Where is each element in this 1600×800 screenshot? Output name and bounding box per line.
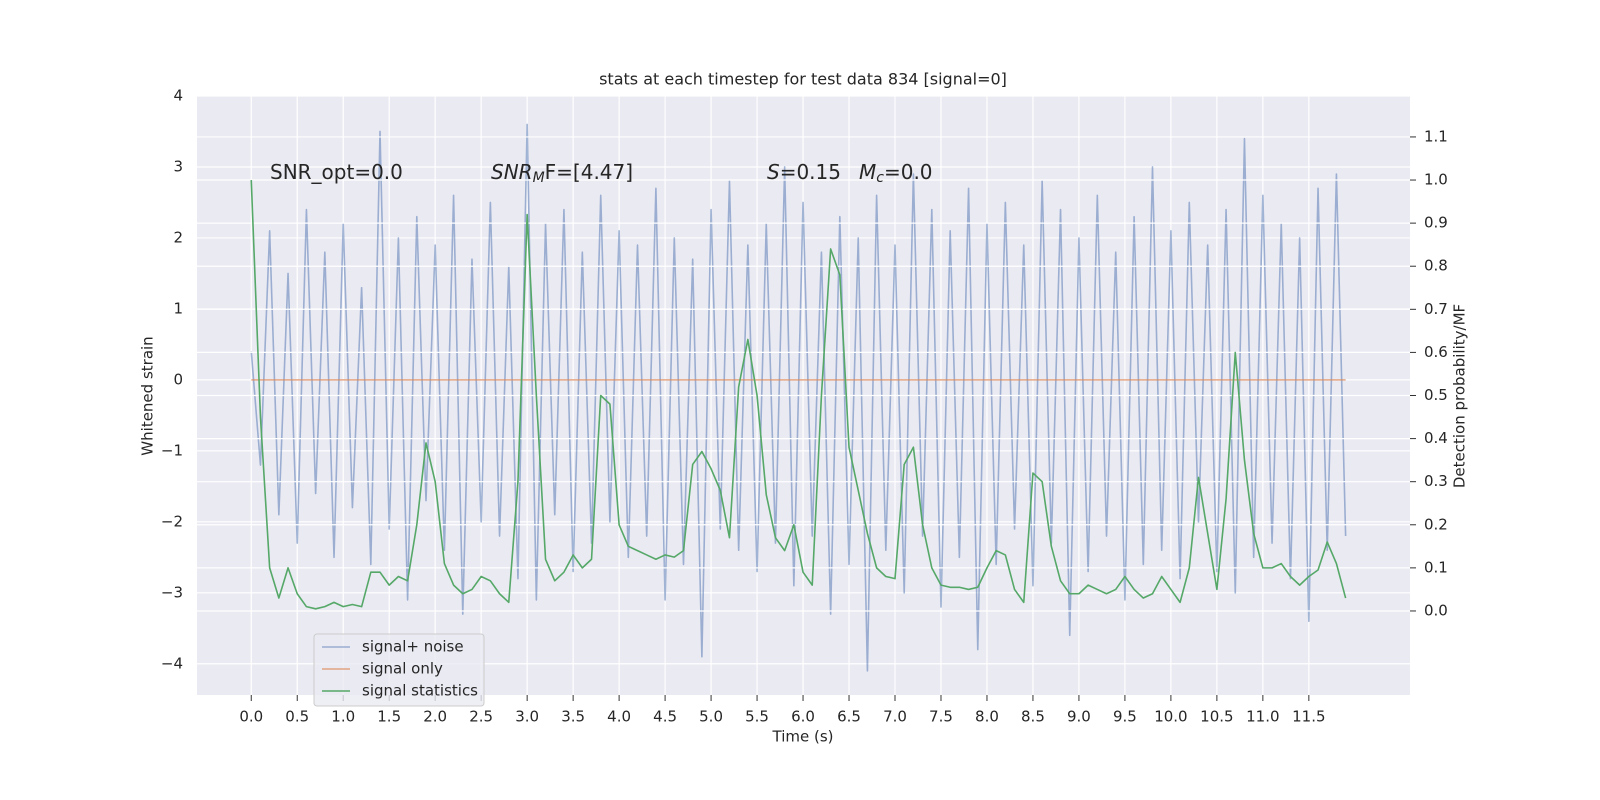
x-tick-label: 6.5 — [837, 708, 861, 726]
annotation-part: S — [767, 160, 780, 184]
annotation-part: c — [876, 170, 884, 186]
y2-tick-label: 1.1 — [1424, 127, 1448, 145]
annotation-part: M — [533, 170, 545, 186]
x-tick-label: 2.5 — [469, 708, 493, 726]
x-tick-label: 0.5 — [285, 708, 309, 726]
legend-label: signal statistics — [362, 682, 478, 700]
series-line — [250, 180, 1347, 610]
y-tick-label: −2 — [161, 512, 183, 530]
x-tick-label: 0.0 — [239, 708, 263, 726]
x-tick-label: 10.0 — [1154, 708, 1187, 726]
annotation-part: =0.15 — [780, 160, 841, 184]
x-tick-label: 1.0 — [331, 708, 355, 726]
y-axis-label: Whitened strain — [139, 336, 157, 455]
x-tick-label: 3.5 — [561, 708, 585, 726]
annotation: SNRMF=[4.47] — [491, 160, 633, 187]
legend-label: signal+ noise — [362, 638, 464, 656]
legend-label: signal only — [362, 660, 443, 678]
y2-tick-label: 0.6 — [1424, 343, 1448, 361]
x-tick-label: 10.5 — [1200, 708, 1233, 726]
y2-tick-label: 0.3 — [1424, 472, 1448, 490]
chart-title: stats at each timestep for test data 834… — [599, 70, 1007, 89]
y2-tick-label: 0.1 — [1424, 558, 1448, 576]
y-tick-label: 1 — [173, 299, 183, 317]
y2-tick-label: 0.0 — [1424, 601, 1448, 619]
y-tick-label: −4 — [161, 654, 183, 672]
y2-tick-label: 0.9 — [1424, 214, 1448, 232]
legend-box — [313, 633, 485, 707]
y2-tick-label: 0.4 — [1424, 429, 1448, 447]
x-tick-label: 6.0 — [791, 708, 815, 726]
y2-axis-label: Detection probability/MF — [1451, 304, 1469, 488]
y-tick-label: 3 — [173, 157, 183, 175]
x-tick-label: 7.5 — [929, 708, 953, 726]
x-tick-label: 5.0 — [699, 708, 723, 726]
x-tick-label: 9.0 — [1067, 708, 1091, 726]
annotation: SNR_opt=0.0 — [270, 160, 403, 184]
annotation: S=0.15 — [767, 160, 841, 184]
x-tick-label: 11.5 — [1292, 708, 1325, 726]
y-tick-label: 4 — [173, 87, 183, 105]
x-tick-label: 9.5 — [1113, 708, 1137, 726]
x-tick-label: 7.0 — [883, 708, 907, 726]
annotation-part: SNR_opt=0.0 — [270, 160, 403, 184]
y2-tick-label: 1.0 — [1424, 171, 1448, 189]
annotation-part: M — [859, 160, 876, 184]
x-tick-label: 5.5 — [745, 708, 769, 726]
y-tick-label: −3 — [161, 583, 183, 601]
x-tick-label: 11.0 — [1246, 708, 1279, 726]
series-line — [250, 123, 1347, 672]
x-tick-label: 4.0 — [607, 708, 631, 726]
y-tick-label: −1 — [161, 441, 183, 459]
x-tick-label: 8.5 — [1021, 708, 1045, 726]
y2-tick-label: 0.7 — [1424, 300, 1448, 318]
annotation-part: SNR — [491, 160, 533, 184]
y2-tick-label: 0.8 — [1424, 257, 1448, 275]
x-tick-label: 4.5 — [653, 708, 677, 726]
y2-tick-label: 0.2 — [1424, 515, 1448, 533]
y-tick-label: 0 — [173, 370, 183, 388]
annotation-part: =0.0 — [884, 160, 933, 184]
y-tick-label: 2 — [173, 228, 183, 246]
annotation: Mc=0.0 — [859, 160, 933, 187]
x-tick-label: 3.0 — [515, 708, 539, 726]
y2-tick-label: 0.5 — [1424, 386, 1448, 404]
x-tick-label: 1.5 — [377, 708, 401, 726]
x-tick-label: 8.0 — [975, 708, 999, 726]
annotation-part: F=[4.47] — [545, 160, 633, 184]
x-tick-label: 2.0 — [423, 708, 447, 726]
x-axis-label: Time (s) — [772, 728, 834, 746]
